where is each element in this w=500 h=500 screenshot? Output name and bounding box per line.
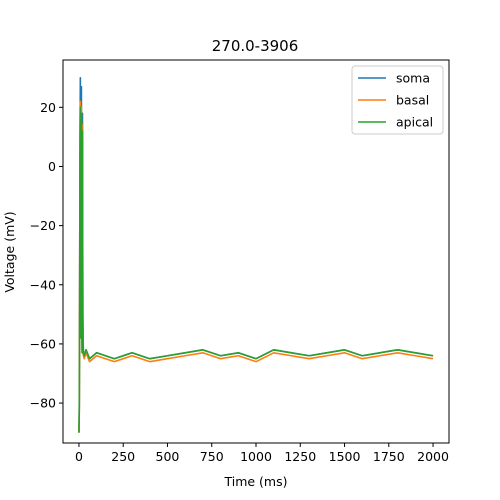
- series-line-apical: [78, 106, 434, 433]
- y-tick-label: −80: [30, 396, 56, 411]
- y-tick-label: 20: [40, 100, 56, 115]
- x-axis: 0 250 500 750 1000 1250 1500 1750 2000: [75, 443, 449, 464]
- plot-area: [78, 76, 434, 433]
- y-tick-label: 0: [48, 159, 56, 174]
- legend: soma basal apical: [351, 65, 444, 135]
- y-axis: −80 −60 −40 −20 0 20: [30, 100, 63, 411]
- x-tick-label: 0: [75, 449, 83, 464]
- x-tick-label: 1750: [373, 449, 405, 464]
- y-axis-label: Voltage (mV): [2, 211, 17, 292]
- legend-label-apical: apical: [396, 115, 433, 130]
- x-tick-label: 2000: [417, 449, 449, 464]
- x-tick-label: 750: [200, 449, 224, 464]
- y-tick-label: −40: [30, 277, 56, 292]
- x-tick-label: 1250: [284, 449, 316, 464]
- chart-title: 270.0-3906: [212, 37, 299, 55]
- legend-label-soma: soma: [396, 71, 430, 86]
- y-tick-label: −20: [30, 218, 56, 233]
- x-tick-label: 1500: [329, 449, 361, 464]
- x-axis-label: Time (ms): [223, 474, 287, 489]
- x-tick-label: 1000: [240, 449, 272, 464]
- legend-box: [351, 65, 444, 135]
- x-tick-label: 250: [111, 449, 135, 464]
- legend-label-basal: basal: [396, 93, 429, 108]
- y-tick-label: −60: [30, 336, 56, 351]
- x-tick-label: 500: [156, 449, 180, 464]
